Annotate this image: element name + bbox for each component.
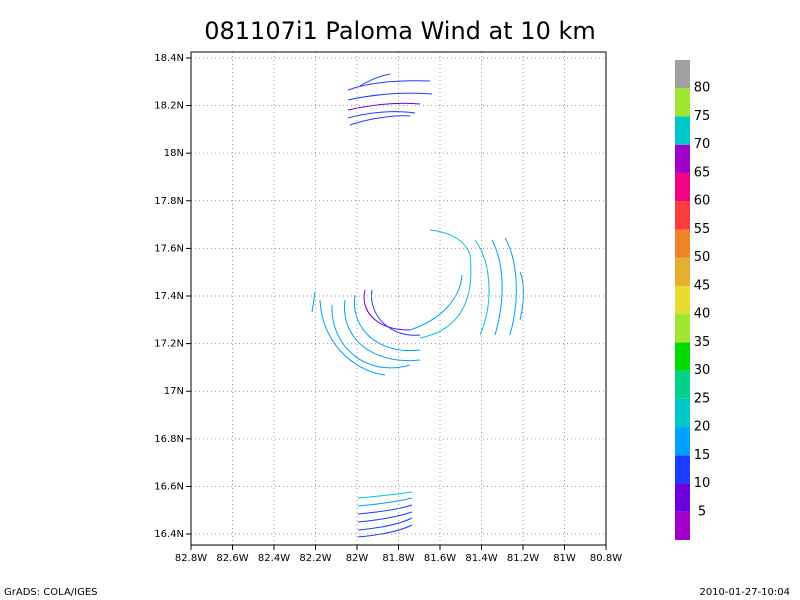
colorbar-box — [675, 483, 690, 512]
y-tick-label: 17.6N — [154, 243, 184, 254]
colorbar-box — [675, 427, 690, 456]
colorbar-label: 50 — [694, 250, 711, 265]
x-tick-label: 82W — [346, 553, 369, 564]
colorbar-label: 80 — [694, 81, 711, 96]
colorbar-box — [675, 314, 690, 343]
colorbar-label: 25 — [694, 391, 711, 406]
y-tick-label: 16.6N — [154, 481, 184, 492]
colorbar-label: 65 — [694, 165, 711, 180]
colorbar-box — [675, 88, 690, 117]
chart-title: 081107i1 Paloma Wind at 10 km — [204, 17, 596, 45]
y-tick-label: 18.2N — [154, 101, 184, 112]
colorbar-label: 20 — [694, 420, 711, 435]
colorbar-box — [675, 511, 690, 540]
streamlines — [311, 73, 524, 538]
y-tick-label: 17.8N — [154, 196, 184, 207]
footer-right: 2010-01-27-10:04 — [699, 587, 790, 598]
x-tick-label: 82.8W — [175, 553, 207, 564]
x-tick-label: 82.6W — [216, 553, 248, 564]
y-tick-label: 16.8N — [154, 434, 184, 445]
colorbar-label: 70 — [694, 137, 711, 152]
x-tick-label: 82.2W — [299, 553, 331, 564]
colorbar-box — [675, 172, 690, 202]
colorbar-label: 10 — [694, 476, 711, 491]
colorbar-box — [675, 144, 690, 173]
y-tick-label: 17N — [164, 386, 184, 397]
plot-frame — [190, 51, 607, 546]
x-tick-label: 81.8W — [382, 553, 414, 564]
colorbar-label: 15 — [694, 448, 711, 463]
y-tick-label: 18N — [164, 148, 184, 159]
x-tick-label: 80.8W — [590, 553, 622, 564]
footer-left: GrADS: COLA/IGES — [4, 587, 98, 598]
y-tick-label: 18.4N — [154, 53, 184, 64]
x-tick-label: 82.4W — [258, 553, 290, 564]
colorbar-label: 75 — [694, 109, 711, 124]
colorbar-box — [675, 398, 690, 428]
colorbar-box — [675, 285, 690, 315]
colorbar-label: 55 — [694, 222, 711, 237]
x-tick-label: 81.4W — [465, 553, 497, 564]
x-tick-label: 81.2W — [507, 553, 539, 564]
colorbar-label: 35 — [694, 335, 711, 350]
colorbar-label: 40 — [694, 307, 711, 322]
colorbar-box — [675, 60, 690, 89]
colorbar-box — [675, 257, 690, 286]
colorbar-label: 30 — [694, 363, 711, 378]
x-tick-label: 81W — [553, 553, 576, 564]
colorbar-box — [675, 116, 690, 145]
colorbar-box — [675, 342, 690, 371]
colorbar-box — [675, 229, 690, 258]
y-tick-label: 17.2N — [154, 339, 184, 350]
x-tick-label: 81.6W — [424, 553, 456, 564]
y-tick-label: 17.4N — [154, 291, 184, 302]
colorbar-box — [675, 455, 690, 484]
colorbar-box — [675, 201, 690, 230]
colorbar-label: 60 — [694, 194, 711, 209]
colorbar-label: 5 — [698, 504, 706, 519]
y-tick-label: 16.4N — [154, 529, 184, 540]
colorbar-box — [675, 370, 690, 399]
colorbar-label: 45 — [694, 278, 711, 293]
